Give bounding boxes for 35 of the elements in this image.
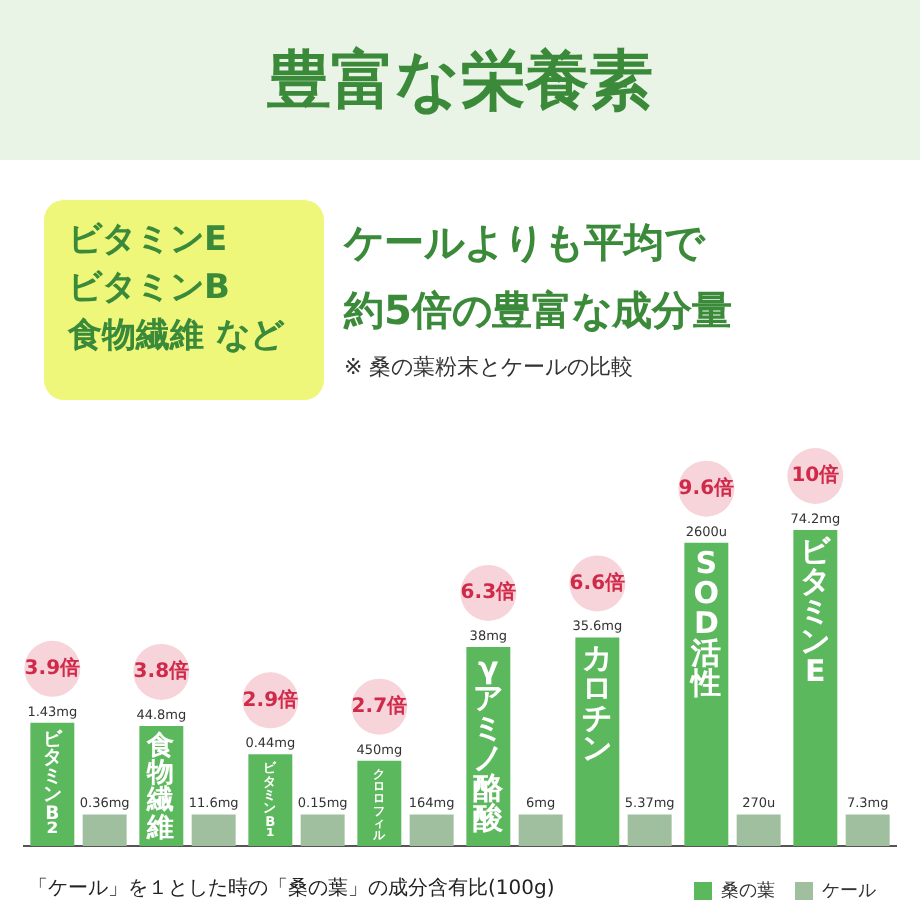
text: ※ 桑の葉粉末とケールの比較 bbox=[344, 352, 634, 382]
x-tick-label: SOD活性 bbox=[689, 545, 722, 702]
text: 約5倍の豊富な成分量 bbox=[344, 284, 732, 338]
bar bbox=[82, 814, 127, 846]
text: 「ケール」を１とした時の「桑の葉」の成分含有比(100g) bbox=[28, 875, 555, 902]
data-label: 10倍 bbox=[791, 463, 840, 488]
legend-label: ケール bbox=[822, 879, 876, 900]
data-label: 6.3倍 bbox=[460, 580, 517, 605]
bar bbox=[793, 530, 838, 846]
x-tick-label: ビタミンE bbox=[800, 532, 833, 689]
text: ビタミンE bbox=[68, 218, 230, 264]
data-label: 3.8倍 bbox=[133, 659, 190, 684]
text: ケールよりも平均で bbox=[344, 216, 708, 270]
data-label: 6.6倍 bbox=[569, 570, 626, 595]
bar bbox=[627, 814, 672, 846]
x-tick-label: カロチン bbox=[582, 640, 613, 767]
bar bbox=[736, 814, 781, 846]
data-label: 2.7倍 bbox=[351, 693, 408, 718]
bar bbox=[248, 754, 293, 846]
bar bbox=[300, 814, 345, 846]
data-label: 3.9倍 bbox=[24, 655, 81, 680]
text: 食物繊維 など bbox=[68, 314, 287, 360]
bar bbox=[845, 814, 890, 846]
text: ビタミンB bbox=[68, 266, 232, 312]
bar bbox=[518, 814, 563, 846]
x-tick-label: γアミノ酪酸 bbox=[473, 649, 506, 836]
bar bbox=[357, 760, 402, 846]
legend-label: 桑の葉 bbox=[721, 879, 775, 900]
data-label: 9.6倍 bbox=[678, 475, 735, 500]
bar bbox=[409, 814, 454, 846]
x-tick-label: 食物繊維 bbox=[145, 730, 176, 844]
bar bbox=[191, 814, 236, 846]
data-label: 2.9倍 bbox=[242, 687, 299, 712]
x-tick-label: ビタミンB₂ bbox=[43, 728, 64, 842]
chart-title: 豊富な栄養素 bbox=[0, 0, 920, 160]
